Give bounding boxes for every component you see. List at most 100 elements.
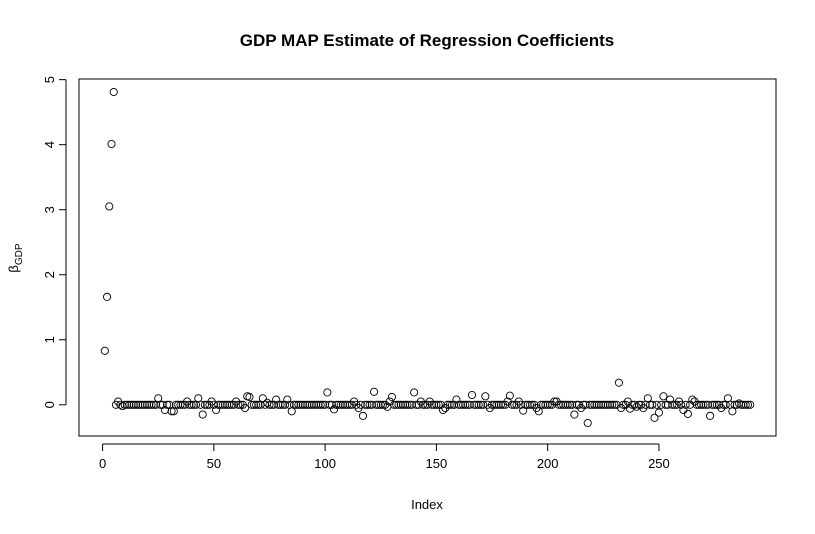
point	[174, 400, 183, 409]
point	[329, 405, 339, 414]
point	[123, 400, 132, 409]
point	[176, 400, 185, 409]
point	[519, 406, 528, 415]
point	[307, 400, 316, 409]
point	[187, 400, 196, 409]
point	[459, 400, 468, 409]
point	[614, 378, 623, 387]
point	[746, 400, 755, 409]
point	[171, 400, 181, 409]
point	[218, 400, 227, 409]
point	[681, 400, 690, 409]
point	[732, 400, 741, 409]
point	[536, 400, 546, 409]
point	[588, 400, 597, 409]
y-tick-label: 5	[42, 76, 57, 83]
point	[278, 400, 287, 409]
point	[225, 400, 234, 409]
point	[603, 400, 612, 409]
point	[434, 400, 443, 409]
point	[677, 400, 686, 409]
point	[398, 400, 408, 409]
point	[543, 400, 552, 409]
point	[701, 400, 710, 409]
point	[559, 400, 568, 409]
point	[316, 400, 325, 409]
point	[405, 400, 414, 409]
y-label-main: β	[6, 265, 21, 272]
point	[508, 400, 517, 409]
point	[474, 400, 483, 409]
point	[100, 346, 109, 355]
point	[599, 400, 608, 409]
point	[608, 400, 617, 409]
point	[694, 400, 704, 409]
point	[505, 391, 514, 400]
point	[372, 400, 381, 409]
point	[470, 400, 479, 409]
point	[590, 400, 599, 409]
point	[120, 400, 129, 409]
chart-title: GDP MAP Estimate of Regression Coefficie…	[240, 31, 614, 50]
point	[305, 400, 314, 409]
point	[461, 400, 470, 409]
point	[129, 400, 138, 409]
point	[163, 400, 172, 409]
point	[659, 392, 668, 401]
point	[323, 388, 332, 397]
point	[363, 400, 372, 409]
x-tick-label: 50	[207, 456, 221, 471]
point	[167, 407, 176, 416]
point	[541, 400, 550, 409]
point	[583, 418, 592, 428]
point	[494, 400, 503, 409]
x-tick-label: 0	[99, 456, 106, 471]
point	[318, 400, 327, 409]
y-tick-label: 2	[42, 271, 57, 278]
point	[367, 400, 376, 409]
point	[563, 400, 572, 409]
point	[274, 400, 283, 409]
point	[125, 400, 134, 409]
point	[212, 405, 221, 415]
point	[245, 392, 254, 402]
point	[430, 400, 439, 409]
point	[410, 388, 419, 397]
point	[254, 400, 263, 409]
point	[699, 400, 708, 409]
point	[370, 387, 379, 396]
point	[325, 400, 334, 409]
point	[332, 400, 341, 409]
point	[134, 400, 143, 409]
point	[710, 400, 719, 409]
point	[443, 400, 452, 409]
point	[516, 400, 526, 409]
point	[214, 400, 223, 409]
point	[739, 400, 748, 409]
point	[645, 400, 655, 409]
point	[605, 400, 615, 409]
point	[149, 400, 158, 409]
point	[692, 400, 701, 409]
point	[445, 400, 454, 409]
point	[334, 400, 343, 409]
point	[301, 400, 310, 409]
point	[102, 292, 112, 301]
plot-box	[78, 78, 777, 437]
point	[481, 392, 490, 401]
point	[392, 400, 401, 409]
point	[401, 400, 410, 409]
point	[338, 400, 347, 409]
point	[272, 395, 281, 404]
point	[554, 400, 563, 409]
point	[585, 400, 595, 409]
point	[390, 400, 399, 409]
point	[730, 400, 739, 409]
point	[463, 400, 472, 409]
point	[265, 400, 274, 409]
point	[452, 395, 461, 404]
point	[341, 400, 350, 409]
point	[661, 400, 670, 409]
point	[145, 400, 154, 409]
